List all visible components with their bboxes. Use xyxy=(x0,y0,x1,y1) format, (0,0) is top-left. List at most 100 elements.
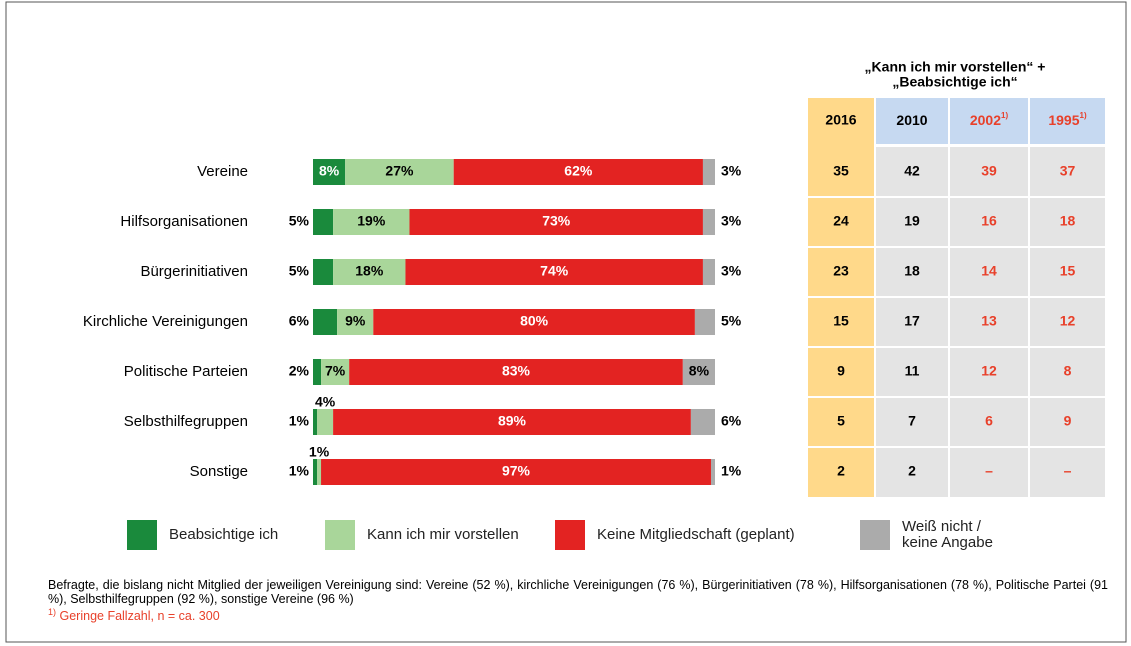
bar-segment xyxy=(682,359,715,385)
table-header-cell xyxy=(1030,98,1105,144)
table-cell: 35 xyxy=(833,163,849,179)
column-year: 2010 xyxy=(896,112,927,128)
table-cell: 12 xyxy=(1060,313,1076,329)
table-cell: 7 xyxy=(908,413,916,429)
table-title: „Beabsichtige ich“ xyxy=(892,74,1017,90)
category-label: Hilfsorganisationen xyxy=(120,213,248,230)
value-label: 5% xyxy=(721,313,742,329)
value-label: 3% xyxy=(721,163,742,179)
value-label: 5% xyxy=(289,263,310,279)
table-cell: 15 xyxy=(833,313,849,329)
bar-segment xyxy=(409,209,703,235)
value-label: 3% xyxy=(721,213,742,229)
table-cell: 11 xyxy=(905,363,920,379)
table-cell: 17 xyxy=(904,313,920,329)
column-note: 1) xyxy=(1001,111,1008,120)
bar-segment xyxy=(702,259,715,285)
value-label: 97% xyxy=(502,463,531,479)
legend-item: Weiß nicht / keine Angabe xyxy=(902,518,993,551)
table-cell: 9 xyxy=(837,363,845,379)
bar-segment xyxy=(694,309,715,335)
bar-segment xyxy=(333,409,691,435)
legend-item: Beabsichtige ich xyxy=(169,526,279,543)
value-label: 83% xyxy=(502,363,531,379)
table-cell: 5 xyxy=(837,413,845,429)
value-label: 80% xyxy=(520,313,549,329)
table-cell: 9 xyxy=(1064,413,1072,429)
category-label: Kirchliche Vereinigungen xyxy=(83,313,248,330)
value-label: 27% xyxy=(385,163,414,179)
value-label: 9% xyxy=(345,313,366,329)
column-header: 19951) xyxy=(1048,111,1087,128)
table-cell: 23 xyxy=(833,263,849,279)
category-label: Bürgerinitiativen xyxy=(140,263,248,280)
table-cell: 24 xyxy=(833,213,849,229)
table-column xyxy=(950,147,1028,497)
legend-item: Kann ich mir vorstellen xyxy=(367,527,519,543)
value-label: 1% xyxy=(289,463,310,479)
value-label: 1% xyxy=(289,413,310,429)
value-label: 3% xyxy=(721,263,742,279)
table-cell: 2 xyxy=(837,463,845,479)
bar-segment xyxy=(321,359,350,385)
table-cell: 42 xyxy=(904,163,920,179)
table-column xyxy=(876,147,948,497)
table-cell: 19 xyxy=(904,213,920,229)
legend-swatch xyxy=(325,520,355,550)
table-header-cell xyxy=(876,98,948,144)
table-cell: 13 xyxy=(981,313,997,329)
table-cell: 8 xyxy=(1064,363,1072,379)
table-cell: 14 xyxy=(981,263,997,279)
value-label: 4% xyxy=(315,394,336,410)
value-label: 73% xyxy=(542,213,571,229)
category-label: Selbsthilfegruppen xyxy=(124,413,248,430)
bar-segment xyxy=(349,359,683,385)
value-label: 7% xyxy=(325,363,346,379)
category-label: Politische Parteien xyxy=(124,363,248,380)
value-label: 62% xyxy=(564,163,593,179)
value-label: 18% xyxy=(355,263,384,279)
category-label: Vereine xyxy=(197,163,248,180)
legend-label: Keine Mitgliedschaft (geplant) xyxy=(597,526,795,543)
value-label: 6% xyxy=(289,313,310,329)
bar-segment xyxy=(373,309,695,335)
legend-swatch xyxy=(555,520,585,550)
note: Befragte, die bislang nicht Mitglied der… xyxy=(48,578,1108,606)
column-header: 2016 xyxy=(825,112,856,128)
table-cell: 12 xyxy=(981,363,997,379)
bar-segment xyxy=(313,359,322,385)
bar-segment xyxy=(313,459,318,485)
table-cell: 37 xyxy=(1060,163,1076,179)
table-cell: – xyxy=(1064,463,1072,479)
table-cell: 2 xyxy=(908,463,916,479)
table-column xyxy=(1030,147,1105,497)
value-label: 74% xyxy=(540,263,569,279)
table-cell: 39 xyxy=(981,163,997,179)
bar-segment xyxy=(333,209,410,235)
bar-segment xyxy=(710,459,715,485)
legend-label: Beabsichtige ich xyxy=(169,526,279,543)
value-label: 89% xyxy=(498,413,527,429)
column-note: 1) xyxy=(1080,111,1087,120)
footnote-marker: 1) xyxy=(48,607,57,617)
table-title: „Kann ich mir vorstellen“ + xyxy=(865,59,1046,75)
table-cell: 18 xyxy=(904,263,920,279)
bar-segment xyxy=(313,209,334,235)
table-header-cell xyxy=(950,98,1028,144)
value-label: 8% xyxy=(689,363,710,379)
legend-label: Weiß nicht / keine Angabe xyxy=(902,518,993,551)
category-label: Sonstige xyxy=(190,463,248,480)
bar-segment xyxy=(313,409,318,435)
bar-segment xyxy=(317,459,322,485)
value-label: 1% xyxy=(309,444,330,460)
table-cell: 15 xyxy=(1060,263,1076,279)
bar-segment xyxy=(702,159,715,185)
legend-item: Keine Mitgliedschaft (geplant) xyxy=(597,526,795,543)
bar-segment xyxy=(333,259,406,285)
bar-segment xyxy=(345,159,454,185)
column-header: 20021) xyxy=(970,111,1009,128)
column-header: 2010 xyxy=(896,112,927,128)
column-year: 2002 xyxy=(970,112,1001,128)
